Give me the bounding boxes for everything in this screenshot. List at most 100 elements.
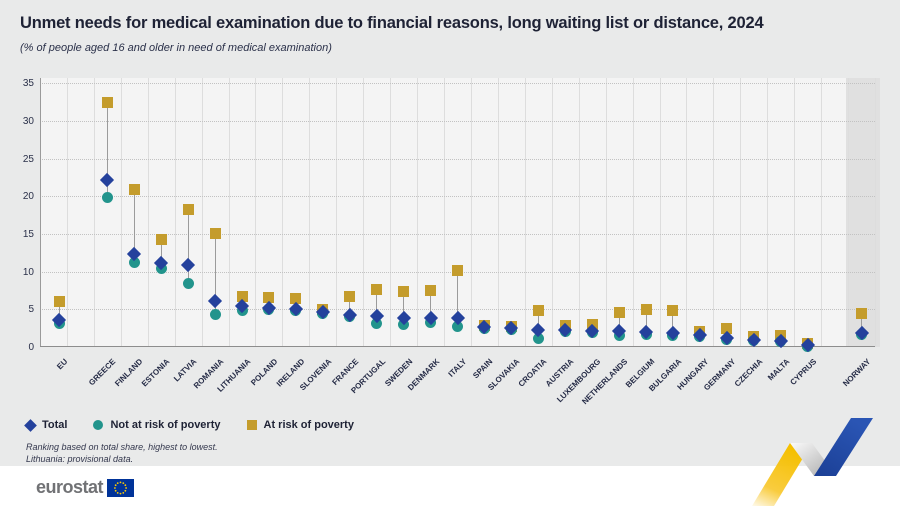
grid-line-vertical — [66, 78, 68, 347]
page-title: Unmet needs for medical examination due … — [20, 14, 764, 32]
y-axis-tick-label: 20 — [22, 191, 34, 203]
marker-at-risk-of-poverty — [290, 293, 302, 305]
grid-line-vertical — [363, 78, 365, 347]
footnote-line-2: Lithuania: provisional data. — [26, 453, 134, 464]
grid-line-vertical — [444, 78, 446, 347]
grid-line-vertical — [686, 78, 688, 347]
footnote-line-1: Ranking based on total share, highest to… — [26, 442, 218, 452]
marker-at-risk-of-poverty — [371, 284, 383, 296]
data-stem — [187, 209, 189, 284]
y-axis-tick-label: 25 — [22, 153, 34, 165]
grid-line-horizontal — [40, 83, 875, 85]
legend-label: At risk of poverty — [263, 419, 354, 431]
grid-line-vertical — [848, 78, 850, 347]
legend-label: Not at risk of poverty — [110, 419, 221, 431]
marker-not-at-risk-of-poverty — [209, 309, 221, 321]
grid-line-vertical — [282, 78, 284, 347]
legend-diamond-icon — [24, 418, 37, 432]
marker-at-risk-of-poverty — [425, 284, 437, 296]
legend-item: At risk of poverty — [246, 419, 354, 431]
decorative-chevron-graphic — [752, 418, 873, 506]
marker-at-risk-of-poverty — [532, 304, 544, 316]
grid-line-vertical — [767, 78, 769, 347]
data-stem — [645, 309, 647, 335]
data-stem — [430, 290, 432, 323]
grid-line-vertical — [659, 78, 661, 347]
grid-line-horizontal — [40, 120, 875, 122]
grid-line-vertical — [605, 78, 607, 347]
grid-line-vertical — [524, 78, 526, 347]
plot-area: 0 5 10 15 20 25 30 35 EU GREECE FINLAND ESTONIA LATV… — [23, 78, 880, 406]
marker-at-risk-of-poverty — [155, 234, 167, 246]
grid-line-vertical — [740, 78, 742, 347]
data-stem — [160, 239, 162, 269]
eurostat-logo: eurostat — [36, 477, 135, 498]
grid-line-vertical — [578, 78, 580, 347]
marker-at-risk-of-poverty — [209, 227, 221, 239]
y-axis-tick-label: 10 — [22, 266, 34, 278]
marker-total — [100, 173, 115, 188]
grid-line-vertical — [201, 78, 203, 347]
legend-label: Total — [42, 419, 68, 431]
data-stem — [672, 310, 674, 336]
marker-at-risk-of-poverty — [53, 296, 65, 308]
marker-at-risk-of-poverty — [344, 290, 356, 302]
data-stem — [457, 270, 458, 327]
grid-line-vertical — [174, 78, 176, 347]
grid-line-horizontal — [40, 196, 875, 198]
eu-flag-icon — [107, 478, 135, 497]
grid-line-vertical — [713, 78, 715, 347]
footnotes: Ranking based on total share, highest to… — [26, 442, 218, 465]
y-axis-line — [40, 78, 41, 347]
marker-at-risk-of-poverty — [263, 292, 275, 304]
marker-at-risk-of-poverty — [128, 183, 140, 195]
grid-line-vertical — [147, 78, 149, 347]
legend-square-icon — [246, 420, 257, 430]
grid-line-vertical — [821, 78, 823, 347]
marker-at-risk-of-poverty — [721, 323, 733, 335]
marker-total — [181, 257, 196, 272]
grid-line-vertical — [632, 78, 634, 347]
data-stem — [133, 189, 135, 263]
marker-not-at-risk-of-poverty — [182, 278, 194, 290]
marker-not-at-risk-of-poverty — [101, 192, 113, 204]
page-subtitle: (% of people aged 16 and older in need o… — [20, 42, 332, 54]
marker-at-risk-of-poverty — [236, 290, 248, 302]
y-axis-tick-label: 35 — [22, 78, 34, 90]
logo-text: eurostat — [36, 477, 104, 497]
grid-line-vertical — [336, 78, 338, 347]
data-stem — [106, 102, 108, 198]
legend-item: Total — [24, 418, 68, 432]
marker-at-risk-of-poverty — [101, 97, 113, 109]
norway-highlight-band — [845, 78, 880, 347]
marker-at-risk-of-poverty — [640, 303, 652, 315]
marker-not-at-risk-of-poverty — [128, 257, 140, 269]
grid-line-vertical — [497, 78, 499, 347]
data-stem — [403, 291, 405, 325]
grid-line-horizontal — [40, 233, 875, 235]
marker-not-at-risk-of-poverty — [371, 318, 383, 330]
grid-line-vertical — [93, 78, 95, 347]
grid-line-vertical — [120, 78, 122, 347]
data-stem — [349, 296, 351, 317]
grid-line-vertical — [875, 78, 876, 347]
y-axis-tick-label: 15 — [22, 228, 34, 240]
grid-line-vertical — [228, 78, 230, 347]
data-stem — [376, 289, 378, 324]
marker-total — [208, 293, 223, 309]
grid-line-vertical — [309, 78, 311, 347]
grid-line-horizontal — [40, 158, 875, 160]
marker-not-at-risk-of-poverty — [532, 333, 544, 345]
marker-at-risk-of-poverty — [452, 265, 463, 277]
marker-not-at-risk-of-poverty — [452, 321, 463, 333]
legend-item: Not at risk of poverty — [93, 419, 221, 431]
marker-at-risk-of-poverty — [667, 305, 679, 317]
data-stem — [618, 312, 620, 336]
x-axis-line — [40, 346, 875, 347]
legend: Total Not at risk of poverty At risk of po… — [24, 418, 354, 432]
data-stem — [861, 313, 863, 335]
y-axis-tick-label: 0 — [28, 342, 34, 353]
y-axis-tick-label: 5 — [28, 304, 34, 316]
grid-line-vertical — [470, 78, 472, 347]
